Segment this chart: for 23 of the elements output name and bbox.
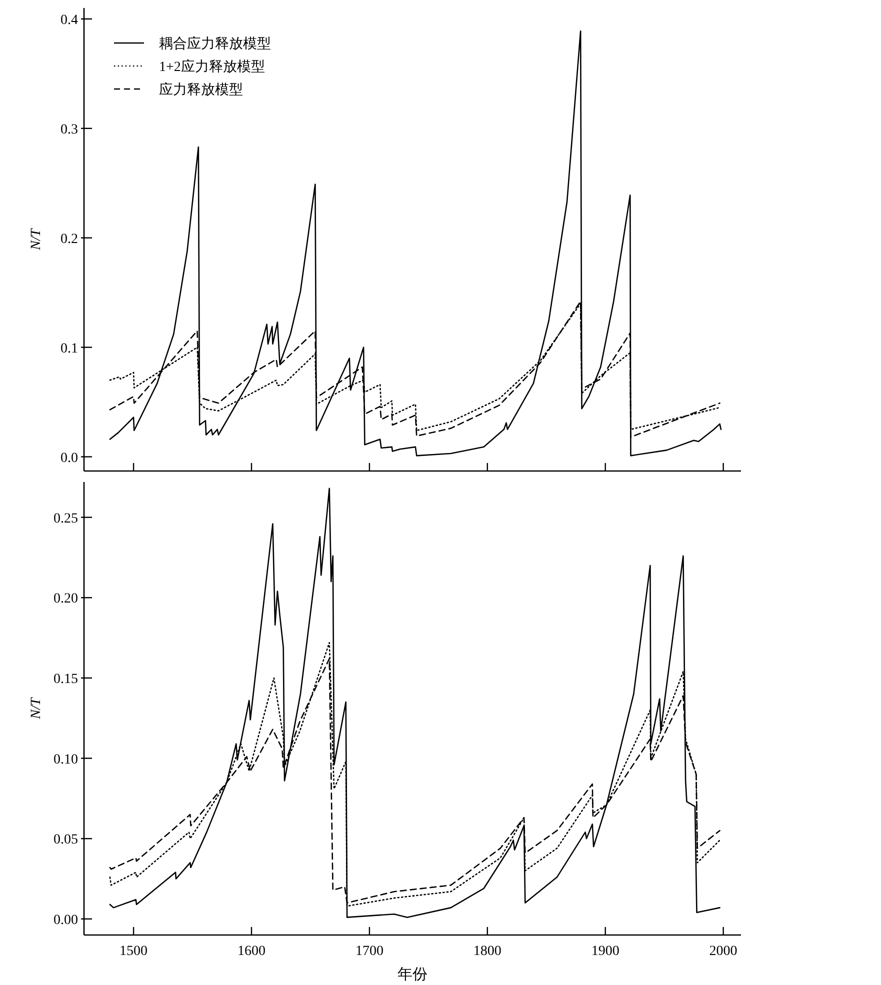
x-tick-label: 2000 (709, 944, 738, 959)
x-tick-label: 1600 (237, 944, 266, 959)
y-tick-label: 0.00 (54, 912, 78, 928)
y-tick-label: 0.0 (60, 450, 78, 466)
y-tick-label: 0.2 (60, 232, 78, 247)
y-tick-label: 0.25 (54, 511, 78, 526)
legend-label: 1+2应力释放模型 (159, 59, 265, 75)
x-tick-label: 1700 (355, 944, 384, 959)
x-tick-label: 1800 (473, 944, 502, 959)
y-tick-label: 0.20 (54, 592, 78, 607)
x-tick-label: 1500 (120, 944, 148, 959)
x-tick-label: 1900 (591, 944, 620, 959)
y-tick-label: 0.05 (54, 832, 78, 848)
legend-label: 耦合应力释放模型 (159, 36, 271, 52)
y-tick-label: 0.3 (60, 122, 78, 138)
legend-label: 应力释放模型 (159, 82, 243, 98)
y-tick-label: 0.1 (60, 341, 78, 356)
y-tick-label: 0.10 (54, 752, 78, 768)
y-tick-label: 0.15 (54, 672, 78, 687)
y-axis-title: N/T (29, 228, 44, 252)
x-axis-title: 年份 (398, 966, 428, 983)
y-axis-title: N/T (29, 696, 44, 720)
y-tick-label: 0.4 (60, 12, 78, 28)
